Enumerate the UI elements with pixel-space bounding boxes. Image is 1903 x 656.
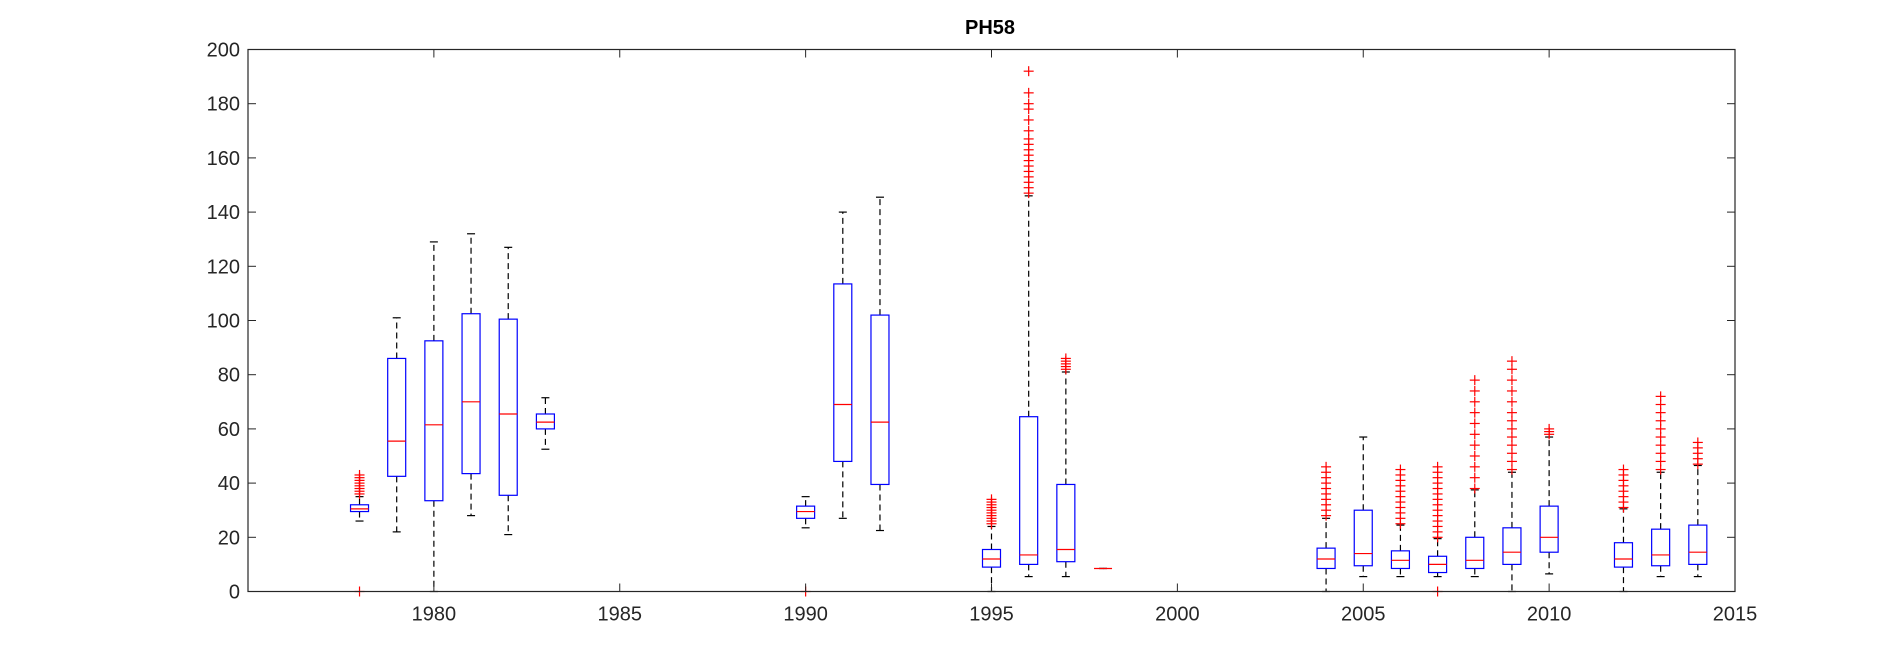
x-tick-label: 2015	[1713, 604, 1758, 626]
box-iqr	[1613, 542, 1634, 568]
box-iqr	[1056, 483, 1076, 563]
box-group-2012	[1613, 464, 1634, 593]
box-group-1997	[1056, 353, 1076, 578]
outlier-marker	[1023, 87, 1034, 98]
box-iqr	[498, 318, 518, 496]
box-group-2014	[1688, 437, 1708, 578]
outlier-marker	[1506, 396, 1517, 407]
y-tick-label: 200	[207, 40, 240, 62]
outlier-marker	[1469, 440, 1480, 451]
outlier-marker	[1469, 461, 1480, 472]
box-iqr	[1651, 528, 1671, 567]
outlier-marker	[1506, 385, 1517, 396]
outlier-marker	[1469, 396, 1480, 407]
x-tick-label: 1995	[969, 604, 1014, 626]
box-iqr	[981, 548, 1002, 568]
outlier-marker	[1692, 437, 1703, 448]
box-iqr	[1539, 505, 1559, 553]
box-group-2010	[1539, 423, 1559, 575]
outlier-marker	[1618, 464, 1629, 475]
y-tick-label: 60	[218, 419, 240, 441]
x-tick-label: 2005	[1341, 604, 1386, 626]
box-iqr	[1019, 416, 1039, 565]
outlier-marker	[1469, 429, 1480, 440]
box-group-1990	[796, 496, 816, 597]
box-group-1996	[1019, 66, 1039, 578]
outlier-marker	[1023, 125, 1034, 136]
outlier-marker	[1023, 66, 1034, 77]
outlier-marker	[354, 469, 365, 480]
y-tick-label: 120	[207, 256, 240, 278]
x-tick-label: 1980	[412, 604, 457, 626]
box-iqr	[1316, 547, 1336, 570]
box-iqr	[1502, 527, 1522, 566]
y-tick-label: 160	[207, 148, 240, 170]
box-iqr	[796, 505, 816, 519]
y-tick-label: 80	[218, 365, 240, 387]
x-tick-label: 1990	[783, 604, 828, 626]
box-iqr	[424, 340, 444, 502]
outlier-marker	[1321, 461, 1332, 472]
outlier-marker	[1469, 483, 1480, 494]
box-iqr	[1688, 524, 1708, 565]
box-group-1995	[981, 494, 1002, 593]
outlier-marker	[1469, 418, 1480, 429]
box-group-2005	[1353, 436, 1373, 578]
outlier-marker	[1469, 407, 1480, 418]
box-group-1982	[498, 246, 518, 536]
y-tick-label: 100	[207, 311, 240, 333]
outlier-marker	[1469, 451, 1480, 461]
box-iqr	[349, 504, 370, 513]
box-iqr	[833, 283, 853, 463]
outlier-marker	[1432, 461, 1443, 472]
outlier-marker	[986, 494, 997, 505]
outlier-marker	[1544, 423, 1555, 434]
box-iqr	[387, 357, 407, 477]
y-tick-label: 20	[218, 527, 240, 549]
box-group-2013	[1651, 391, 1671, 578]
box-iqr	[1390, 550, 1411, 570]
box-group-2006	[1390, 464, 1411, 578]
box-group-1979	[387, 317, 407, 533]
outlier-marker	[1060, 353, 1071, 364]
x-tick-label: 2010	[1527, 604, 1572, 626]
box-iqr	[1353, 509, 1373, 567]
outlier-marker	[1655, 391, 1666, 402]
box-group-1983	[535, 397, 556, 450]
box-iqr	[461, 313, 481, 475]
y-tick-label: 180	[207, 94, 240, 116]
y-tick-label: 40	[218, 473, 240, 495]
outlier-marker	[1023, 98, 1034, 109]
box-group-1992	[870, 196, 890, 532]
outlier-marker	[1506, 407, 1517, 418]
box-group-1991	[833, 211, 853, 519]
box-group-2008	[1465, 375, 1485, 578]
outlier-marker	[1506, 356, 1517, 367]
box-group-1978	[349, 469, 370, 597]
outlier-marker	[1469, 375, 1480, 386]
outlier-marker	[1469, 472, 1480, 483]
x-tick-label: 2000	[1155, 604, 1200, 626]
outlier-marker	[1469, 385, 1480, 396]
outlier-marker	[1395, 464, 1406, 475]
box-group-2007	[1427, 461, 1448, 597]
box-iqr	[535, 413, 556, 430]
box-group-1981	[461, 233, 481, 517]
y-tick-label: 0	[229, 582, 240, 604]
box-group-1980	[424, 241, 444, 593]
chart-title: PH58	[965, 17, 1015, 39]
box-group-2004	[1316, 461, 1336, 593]
box-group-2009	[1502, 356, 1522, 593]
y-tick-label: 140	[207, 202, 240, 224]
x-tick-label: 1985	[598, 604, 643, 626]
outlier-marker	[1506, 375, 1517, 386]
box-iqr	[870, 314, 890, 486]
outlier-marker	[1023, 114, 1034, 125]
box-iqr	[1465, 536, 1485, 570]
